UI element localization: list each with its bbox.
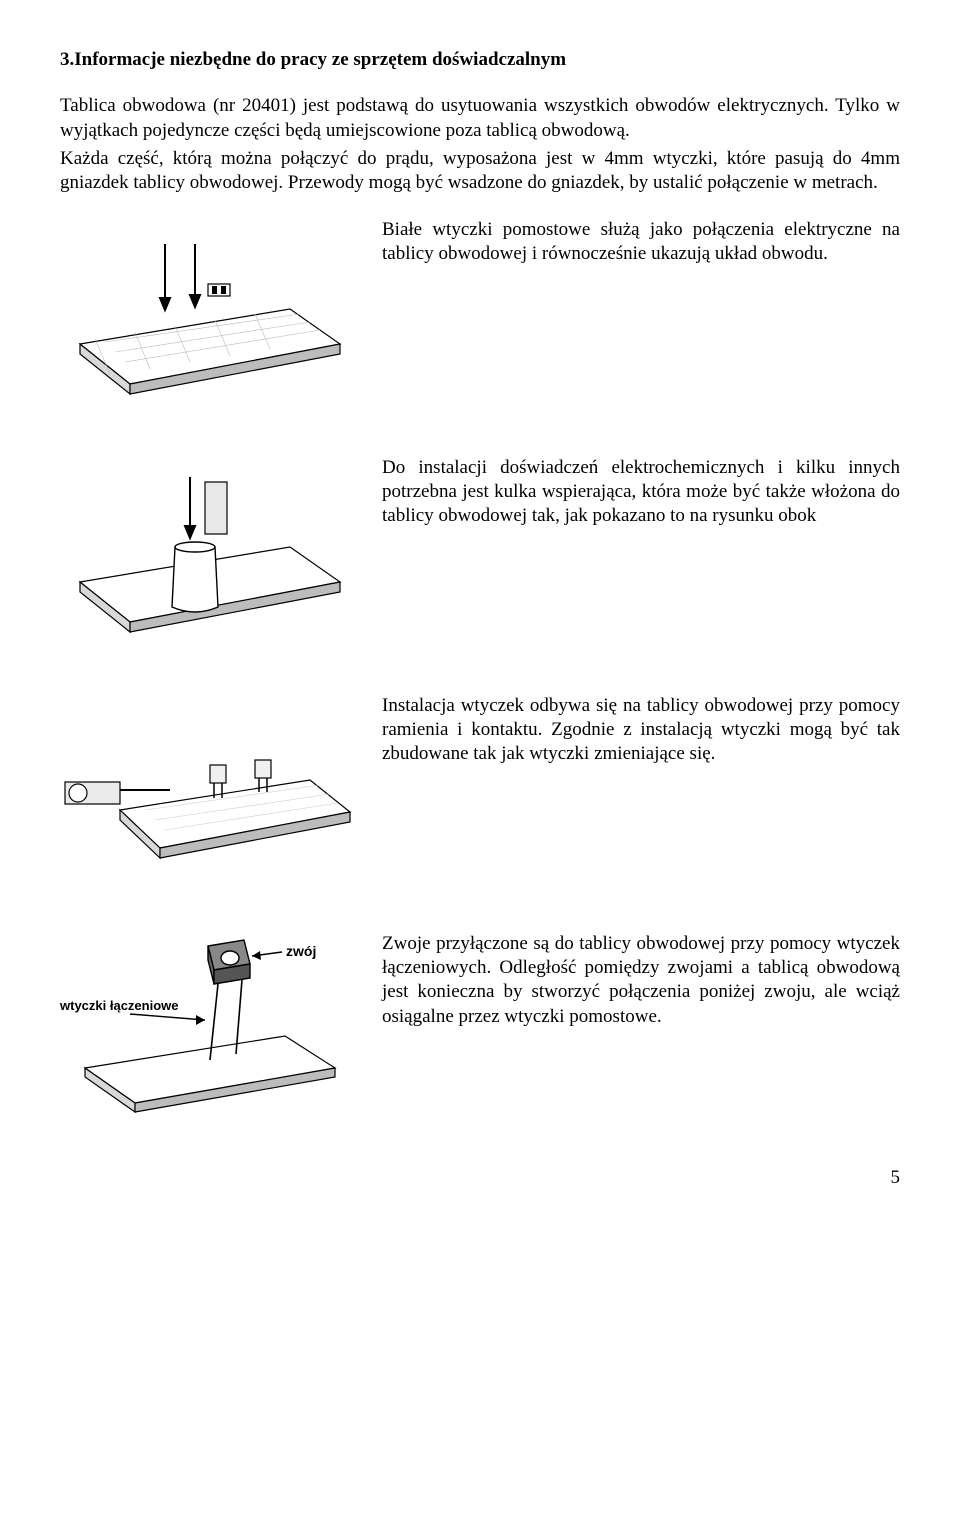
section-heading: 3.Informacje niezbędne do pracy ze sprzę…: [60, 48, 900, 72]
content-row: Białe wtyczki pomostowe służą jako połąc…: [60, 214, 900, 404]
intro-p1: Tablica obwodowa (nr 20401) jest podstaw…: [60, 94, 900, 143]
page-number: 5: [60, 1166, 900, 1190]
diagram-beaker-icon: [60, 452, 360, 642]
label-wtyczki: wtyczki łączeniowe: [60, 998, 179, 1013]
content-row: zwój wtyczki łączeniowe Zwoje przyłączon…: [60, 928, 900, 1118]
block-text: Instalacja wtyczek odbywa się na tablicy…: [382, 690, 900, 767]
diagram-arm-icon: [60, 690, 360, 880]
diagram-coil-icon: zwój wtyczki łączeniowe: [60, 928, 360, 1118]
label-zwoj: zwój: [286, 943, 316, 959]
content-row: Do instalacji doświadczeń elektrochemicz…: [60, 452, 900, 642]
intro-p2: Każda część, którą można połączyć do prą…: [60, 147, 900, 196]
block-text: Białe wtyczki pomostowe służą jako połąc…: [382, 214, 900, 267]
content-row: Instalacja wtyczek odbywa się na tablicy…: [60, 690, 900, 880]
intro-block: Tablica obwodowa (nr 20401) jest podstaw…: [60, 94, 900, 195]
block-text: Do instalacji doświadczeń elektrochemicz…: [382, 452, 900, 529]
diagram-plugs-icon: [60, 214, 360, 404]
block-text: Zwoje przyłączone są do tablicy obwodowe…: [382, 928, 900, 1029]
